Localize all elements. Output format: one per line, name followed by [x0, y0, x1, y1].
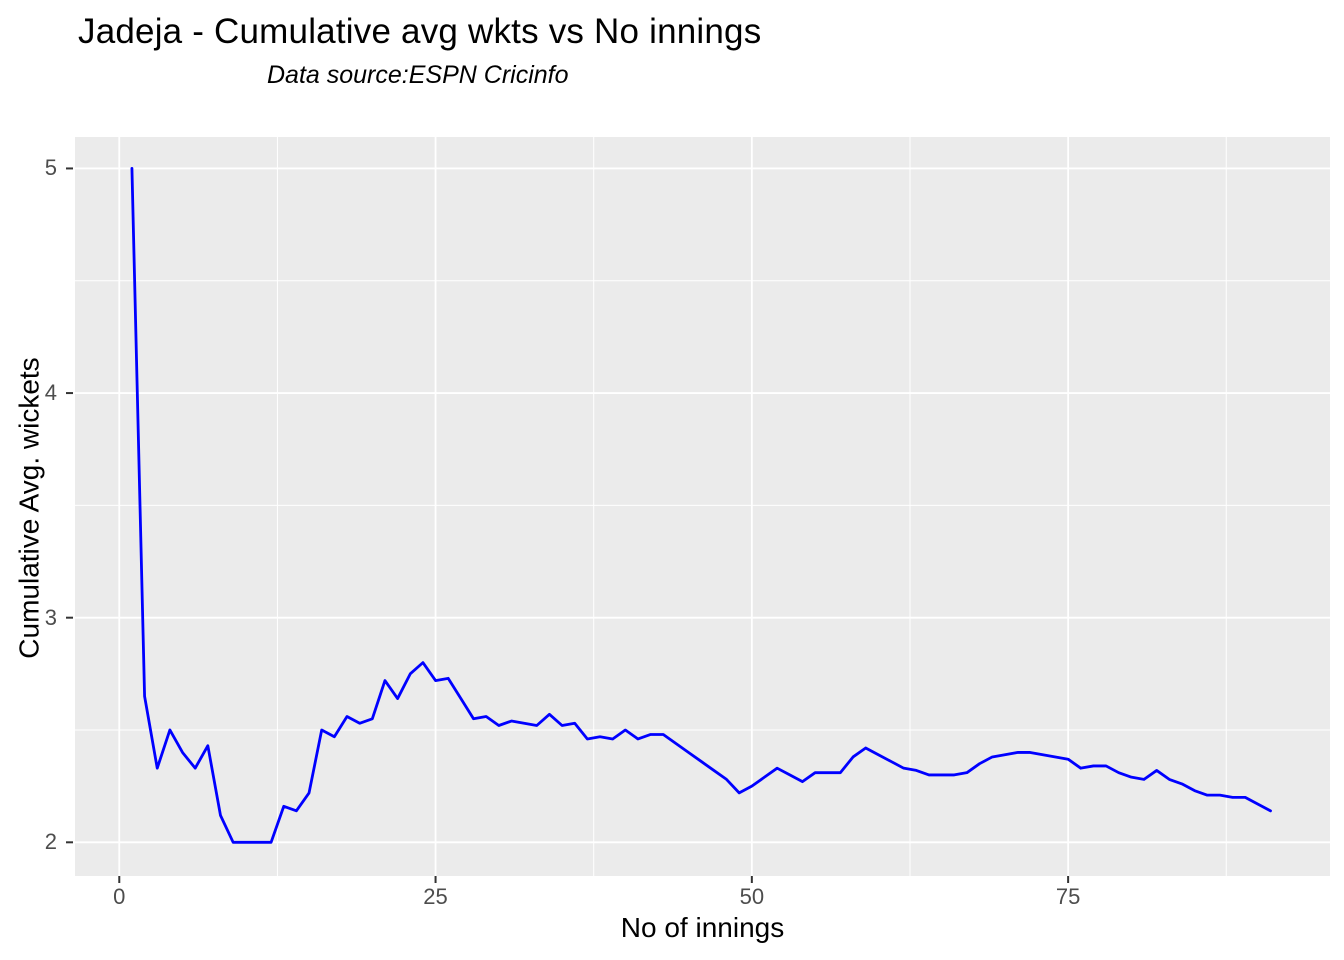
chart-title: Jadeja - Cumulative avg wkts vs No innin…	[78, 12, 762, 51]
line-chart-svg	[66, 137, 1330, 883]
x-tick-label: 25	[423, 884, 448, 909]
x-tick-label: 50	[739, 884, 765, 909]
x-tick-label: 0	[113, 884, 126, 909]
plot-panel	[66, 137, 1330, 883]
series-line-cumulative-avg-wickets	[130, 167, 1272, 844]
chart-subtitle: Data source:ESPN Cricinfo	[267, 61, 569, 89]
y-tick-label: 5	[44, 155, 57, 181]
y-tick-label: 4	[44, 380, 57, 406]
y-axis-title: Cumulative Avg. wickets	[13, 357, 45, 659]
x-axis-title: No of innings	[620, 912, 785, 943]
x-tick-label: 75	[1055, 884, 1081, 909]
y-tick-label: 2	[44, 829, 57, 855]
y-tick-label: 3	[44, 604, 57, 630]
